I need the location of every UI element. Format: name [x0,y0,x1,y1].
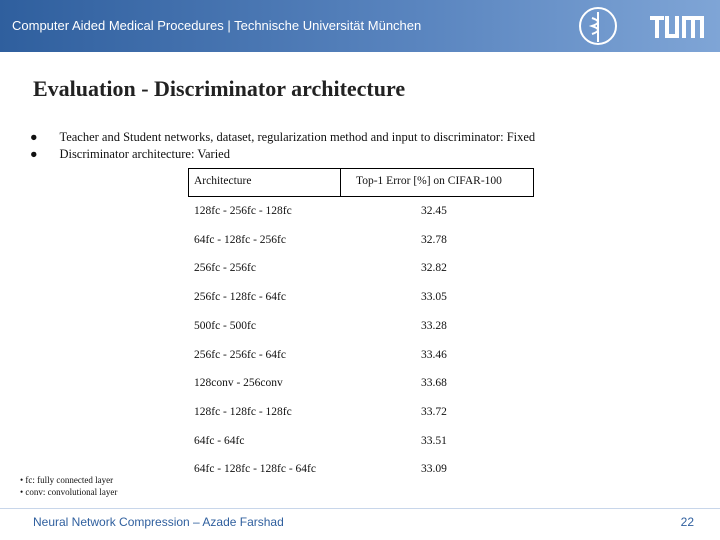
error-cell: 32.82 [421,262,447,275]
architecture-cell: 64fc - 64fc [194,434,245,447]
logos [579,7,704,45]
footnote-text: conv: convolutional layer [25,487,118,497]
footer-rule [0,508,720,509]
column-header: Top-1 Error [%] on CIFAR-100 [356,175,502,187]
table-header-box [188,168,534,197]
error-cell: 33.51 [421,434,447,447]
architecture-cell: 500fc - 500fc [194,319,256,332]
error-cell: 33.46 [421,348,447,361]
slide-title: Evaluation - Discriminator architecture [33,76,406,101]
error-cell: 32.45 [421,205,447,217]
bullet: ● Teacher and Student networks, dataset,… [30,130,536,144]
error-cell: 33.28 [421,319,447,332]
institution: Computer Aided Medical Procedures | Tech… [12,18,422,33]
footer-text: Neural Network Compression – Azade Farsh… [33,515,284,529]
architecture-cell: 128conv - 256conv [194,377,283,390]
error-cell: 33.68 [421,377,447,390]
bullet-text: Discriminator architecture: Varied [59,147,230,161]
bullet: ● Discriminator architecture: Varied [30,147,230,161]
architecture-cell: 256fc - 256fc - 64fc [194,348,286,361]
architecture-cell: 128fc - 256fc - 128fc [194,205,292,217]
error-cell: 33.09 [421,463,447,476]
table-divider [340,168,341,197]
architecture-cell: 256fc - 256fc [194,262,256,275]
error-cell: 32.78 [421,233,447,246]
architecture-cell: 64fc - 128fc - 256fc [194,233,286,246]
error-cell: 33.05 [421,291,447,304]
architecture-cell: 256fc - 128fc - 64fc [194,291,286,304]
footnote: • fc: fully connected layer [20,475,114,485]
architecture-cell: 64fc - 128fc - 128fc - 64fc [194,463,316,476]
architecture-cell: 128fc - 128fc - 128fc [194,405,292,418]
error-cell: 33.72 [421,405,447,418]
footnote-text: fc: fully connected layer [25,475,114,485]
footnote: • conv: convolutional layer [20,487,118,497]
bullet-text: Teacher and Student networks, dataset, r… [59,130,536,144]
column-header: Architecture [194,175,252,187]
page-number: 22 [680,515,694,529]
